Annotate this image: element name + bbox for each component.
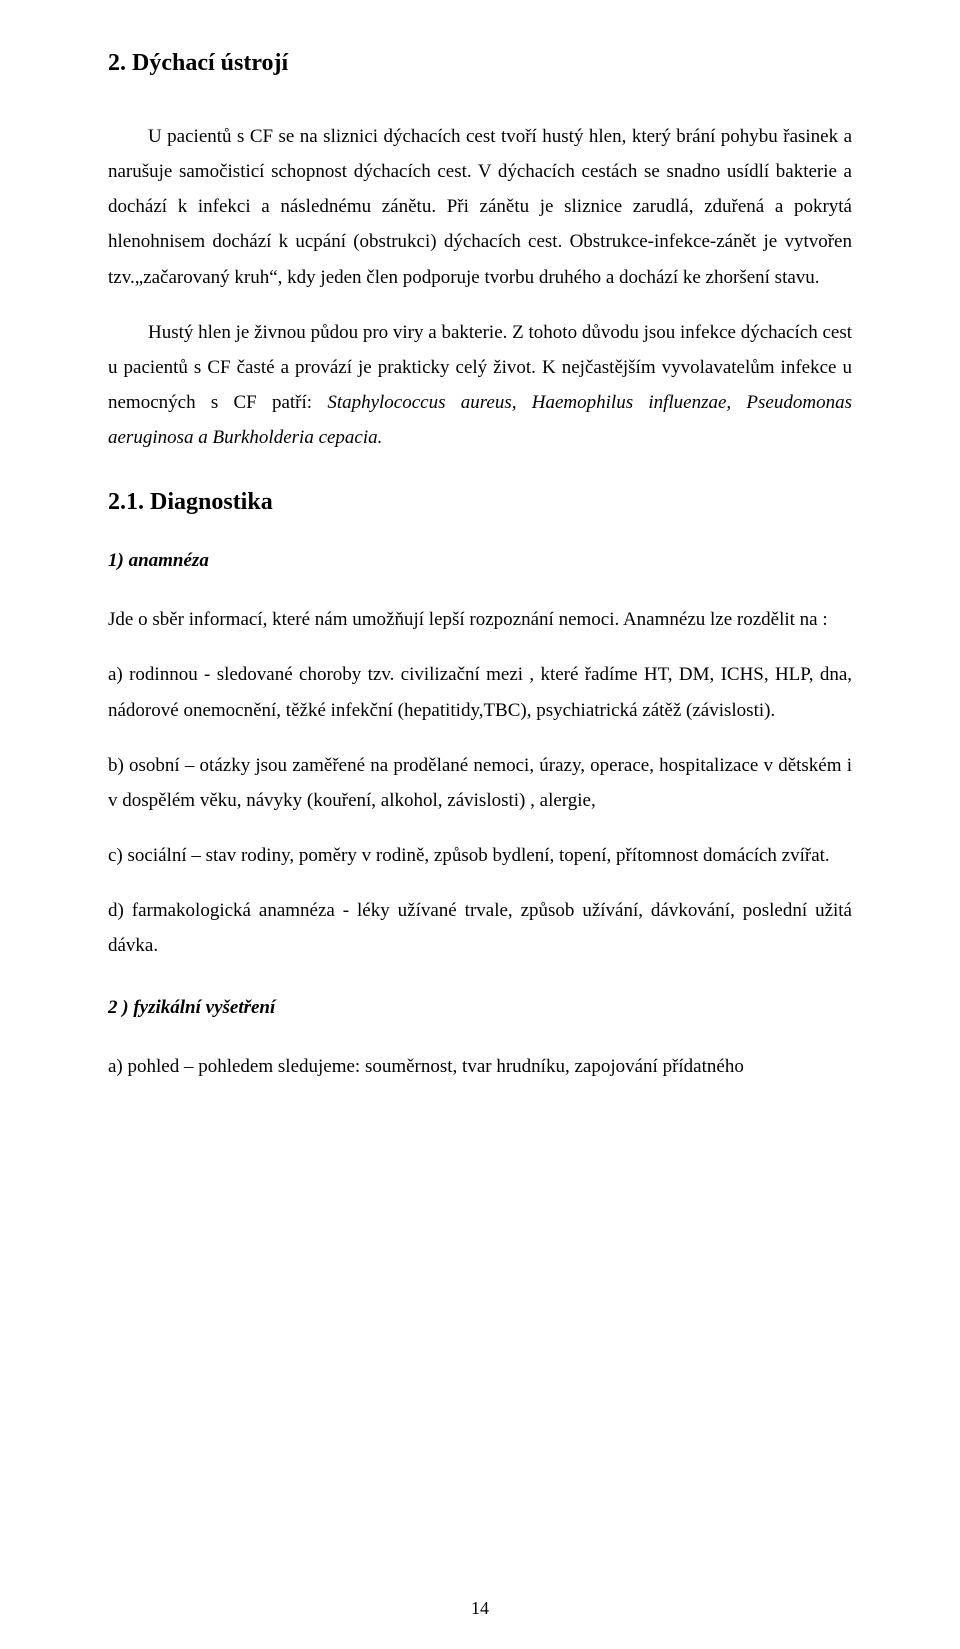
page-number: 14: [0, 1598, 960, 1619]
paragraph-1: U pacientů s CF se na sliznici dýchacích…: [108, 119, 852, 295]
list-item-2-head: 2 ) fyzikální vyšetření: [108, 997, 852, 1019]
paragraph-7: d) farmakologická anamnéza - léky užívan…: [108, 893, 852, 963]
paragraph-3: Jde o sběr informací, které nám umožňují…: [108, 602, 852, 637]
heading-sub: 2.1. Diagnostika: [108, 489, 852, 516]
paragraph-6: c) sociální – stav rodiny, poměry v rodi…: [108, 838, 852, 873]
page-container: 2. Dýchací ústrojí U pacientů s CF se na…: [0, 0, 960, 1649]
list-item-1-head: 1) anamnéza: [108, 550, 852, 572]
paragraph-2: Hustý hlen je živnou půdou pro viry a ba…: [108, 315, 852, 456]
paragraph-5: b) osobní – otázky jsou zaměřené na prod…: [108, 748, 852, 818]
heading-main: 2. Dýchací ústrojí: [108, 50, 852, 77]
paragraph-4: a) rodinnou - sledované choroby tzv. civ…: [108, 657, 852, 727]
paragraph-8: a) pohled – pohledem sledujeme: souměrno…: [108, 1049, 852, 1084]
